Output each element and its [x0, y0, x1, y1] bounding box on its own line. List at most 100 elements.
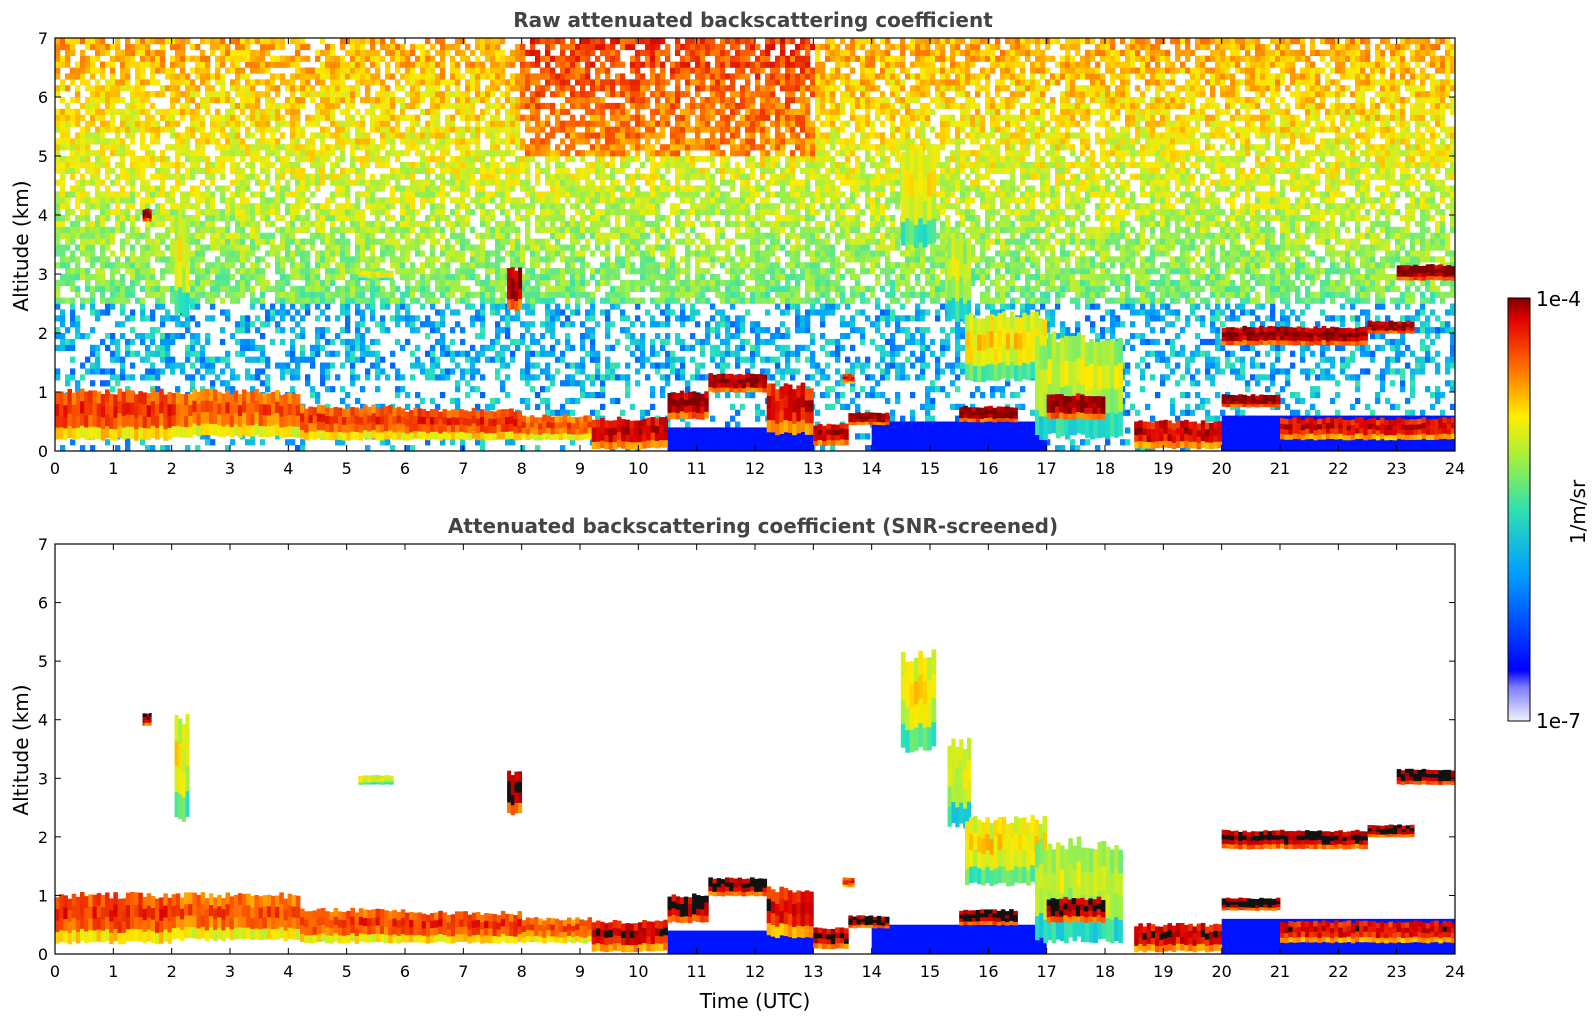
- noise-cell: [525, 49, 531, 56]
- noise-cell: [320, 256, 326, 263]
- noise-cell: [320, 262, 326, 269]
- noise-cell: [245, 79, 251, 86]
- noise-cell: [205, 274, 211, 281]
- noise-cell: [470, 73, 476, 80]
- noise-cell: [480, 167, 486, 174]
- noise-cell: [580, 256, 586, 263]
- noise-cell: [410, 362, 416, 369]
- noise-cell: [450, 327, 456, 334]
- noise-cell: [635, 203, 641, 210]
- noise-cell: [265, 97, 271, 104]
- noise-cell: [340, 297, 346, 304]
- noise-cell: [570, 309, 576, 316]
- noise-cell: [625, 238, 631, 245]
- noise-cell: [95, 268, 101, 275]
- noise-cell: [280, 215, 286, 222]
- noise-cell: [245, 150, 251, 157]
- noise-cell: [230, 386, 236, 393]
- noise-cell: [235, 232, 241, 239]
- noise-cell: [530, 386, 536, 393]
- noise-cell: [630, 197, 636, 204]
- noise-cell: [365, 97, 371, 104]
- noise-cell: [620, 126, 626, 133]
- noise-cell: [150, 126, 156, 133]
- noise-cell: [505, 392, 511, 399]
- noise-cell: [485, 291, 491, 298]
- noise-cell: [455, 173, 461, 180]
- noise-cell: [495, 144, 501, 151]
- noise-cell: [365, 203, 371, 210]
- noise-cell: [225, 226, 231, 233]
- noise-cell: [60, 156, 66, 163]
- noise-cell: [625, 43, 631, 51]
- noise-cell: [105, 191, 111, 198]
- noise-cell: [320, 344, 326, 351]
- noise-cell: [295, 297, 301, 304]
- noise-cell: [580, 73, 586, 80]
- noise-cell: [270, 315, 276, 322]
- noise-cell: [555, 203, 561, 210]
- noise-cell: [310, 67, 316, 74]
- noise-cell: [510, 238, 516, 245]
- noise-cell: [430, 191, 436, 198]
- noise-cell: [280, 338, 286, 346]
- noise-cell: [395, 297, 401, 304]
- noise-cell: [505, 167, 511, 174]
- noise-cell: [550, 256, 556, 263]
- noise-cell: [195, 144, 201, 151]
- noise-cell: [255, 114, 261, 121]
- noise-cell: [290, 285, 296, 292]
- noise-cell: [480, 179, 486, 186]
- noise-cell: [450, 120, 456, 127]
- noise-cell: [515, 161, 521, 169]
- noise-cell: [170, 197, 176, 204]
- noise-cell: [370, 49, 376, 56]
- noise-cell: [135, 191, 141, 198]
- noise-cell: [260, 185, 266, 192]
- noise-cell: [200, 150, 206, 157]
- noise-cell: [385, 150, 391, 157]
- noise-cell: [320, 108, 326, 115]
- noise-cell: [525, 362, 531, 369]
- noise-cell: [600, 232, 606, 239]
- noise-cell: [585, 43, 591, 51]
- noise-cell: [110, 197, 116, 204]
- noise-cell: [630, 321, 636, 328]
- noise-cell: [280, 303, 286, 310]
- noise-cell: [320, 156, 326, 163]
- noise-cell: [295, 368, 301, 375]
- noise-cell: [285, 238, 291, 245]
- noise-cell: [175, 43, 181, 51]
- noise-cell: [165, 38, 171, 45]
- noise-cell: [510, 49, 516, 56]
- noise-cell: [90, 197, 96, 204]
- noise-cell: [500, 67, 506, 74]
- noise-cell: [435, 97, 441, 104]
- noise-cell: [210, 291, 216, 298]
- noise-cell: [120, 138, 126, 145]
- noise-cell: [290, 338, 296, 346]
- noise-cell: [55, 108, 61, 115]
- noise-cell: [295, 262, 301, 269]
- noise-cell: [620, 167, 626, 174]
- noise-cell: [165, 445, 171, 452]
- noise-cell: [145, 220, 151, 228]
- noise-cell: [420, 43, 426, 51]
- noise-cell: [125, 285, 131, 292]
- noise-cell: [580, 79, 586, 86]
- noise-cell: [620, 102, 626, 110]
- noise-cell: [180, 73, 186, 80]
- noise-cell: [365, 327, 371, 334]
- noise-cell: [165, 209, 171, 216]
- noise-cell: [335, 161, 341, 169]
- noise-cell: [470, 256, 476, 263]
- noise-cell: [55, 279, 61, 287]
- noise-cell: [320, 209, 326, 216]
- noise-cell: [370, 173, 376, 180]
- noise-cell: [525, 97, 531, 104]
- noise-cell: [410, 321, 416, 328]
- noise-cell: [485, 344, 491, 351]
- noise-cell: [470, 114, 476, 121]
- noise-cell: [120, 226, 126, 233]
- noise-cell: [320, 232, 326, 239]
